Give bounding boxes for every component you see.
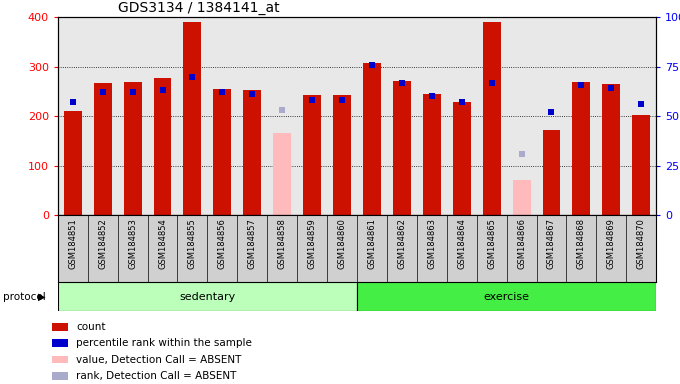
Bar: [513, 180, 530, 215]
Bar: [243, 91, 261, 215]
Text: GSM184858: GSM184858: [277, 218, 287, 269]
Text: count: count: [76, 322, 105, 332]
Text: exercise: exercise: [483, 291, 530, 302]
Bar: [64, 111, 82, 215]
Bar: [357, 282, 656, 311]
Bar: [333, 95, 351, 215]
Bar: [363, 63, 381, 215]
Bar: [273, 134, 291, 215]
Text: percentile rank within the sample: percentile rank within the sample: [76, 338, 252, 348]
Text: GSM184855: GSM184855: [188, 218, 197, 269]
Bar: [423, 94, 441, 215]
Text: GSM184853: GSM184853: [128, 218, 137, 269]
Bar: [573, 81, 590, 215]
Text: GDS3134 / 1384141_at: GDS3134 / 1384141_at: [118, 1, 279, 15]
Text: GSM184866: GSM184866: [517, 218, 526, 270]
Text: GSM184868: GSM184868: [577, 218, 586, 270]
Text: GSM184863: GSM184863: [427, 218, 437, 270]
Text: GSM184854: GSM184854: [158, 218, 167, 269]
Text: value, Detection Call = ABSENT: value, Detection Call = ABSENT: [76, 354, 241, 364]
Bar: [483, 22, 500, 215]
Text: GSM184865: GSM184865: [487, 218, 496, 269]
Bar: [52, 323, 68, 331]
Text: GSM184859: GSM184859: [307, 218, 317, 269]
Text: GSM184861: GSM184861: [367, 218, 377, 269]
Bar: [214, 89, 231, 215]
Bar: [393, 81, 411, 215]
Text: GSM184857: GSM184857: [248, 218, 257, 269]
Text: protocol: protocol: [3, 291, 46, 302]
Text: GSM184870: GSM184870: [636, 218, 646, 269]
Text: GSM184860: GSM184860: [337, 218, 347, 269]
Bar: [94, 83, 112, 215]
Text: sedentary: sedentary: [180, 291, 235, 302]
Bar: [52, 372, 68, 380]
Bar: [52, 356, 68, 363]
Bar: [543, 130, 560, 215]
Bar: [303, 95, 321, 215]
Text: GSM184869: GSM184869: [607, 218, 616, 269]
Text: ▶: ▶: [38, 291, 46, 302]
Text: GSM184864: GSM184864: [457, 218, 466, 269]
Text: GSM184856: GSM184856: [218, 218, 227, 269]
Bar: [58, 282, 357, 311]
Text: GSM184852: GSM184852: [98, 218, 107, 269]
Text: GSM184851: GSM184851: [68, 218, 78, 269]
Bar: [52, 339, 68, 347]
Bar: [453, 102, 471, 215]
Bar: [184, 22, 201, 215]
Bar: [154, 78, 171, 215]
Bar: [124, 81, 141, 215]
Text: rank, Detection Call = ABSENT: rank, Detection Call = ABSENT: [76, 371, 237, 381]
Text: GSM184867: GSM184867: [547, 218, 556, 270]
Text: GSM184862: GSM184862: [397, 218, 407, 269]
Bar: [602, 84, 620, 215]
Bar: [632, 115, 650, 215]
